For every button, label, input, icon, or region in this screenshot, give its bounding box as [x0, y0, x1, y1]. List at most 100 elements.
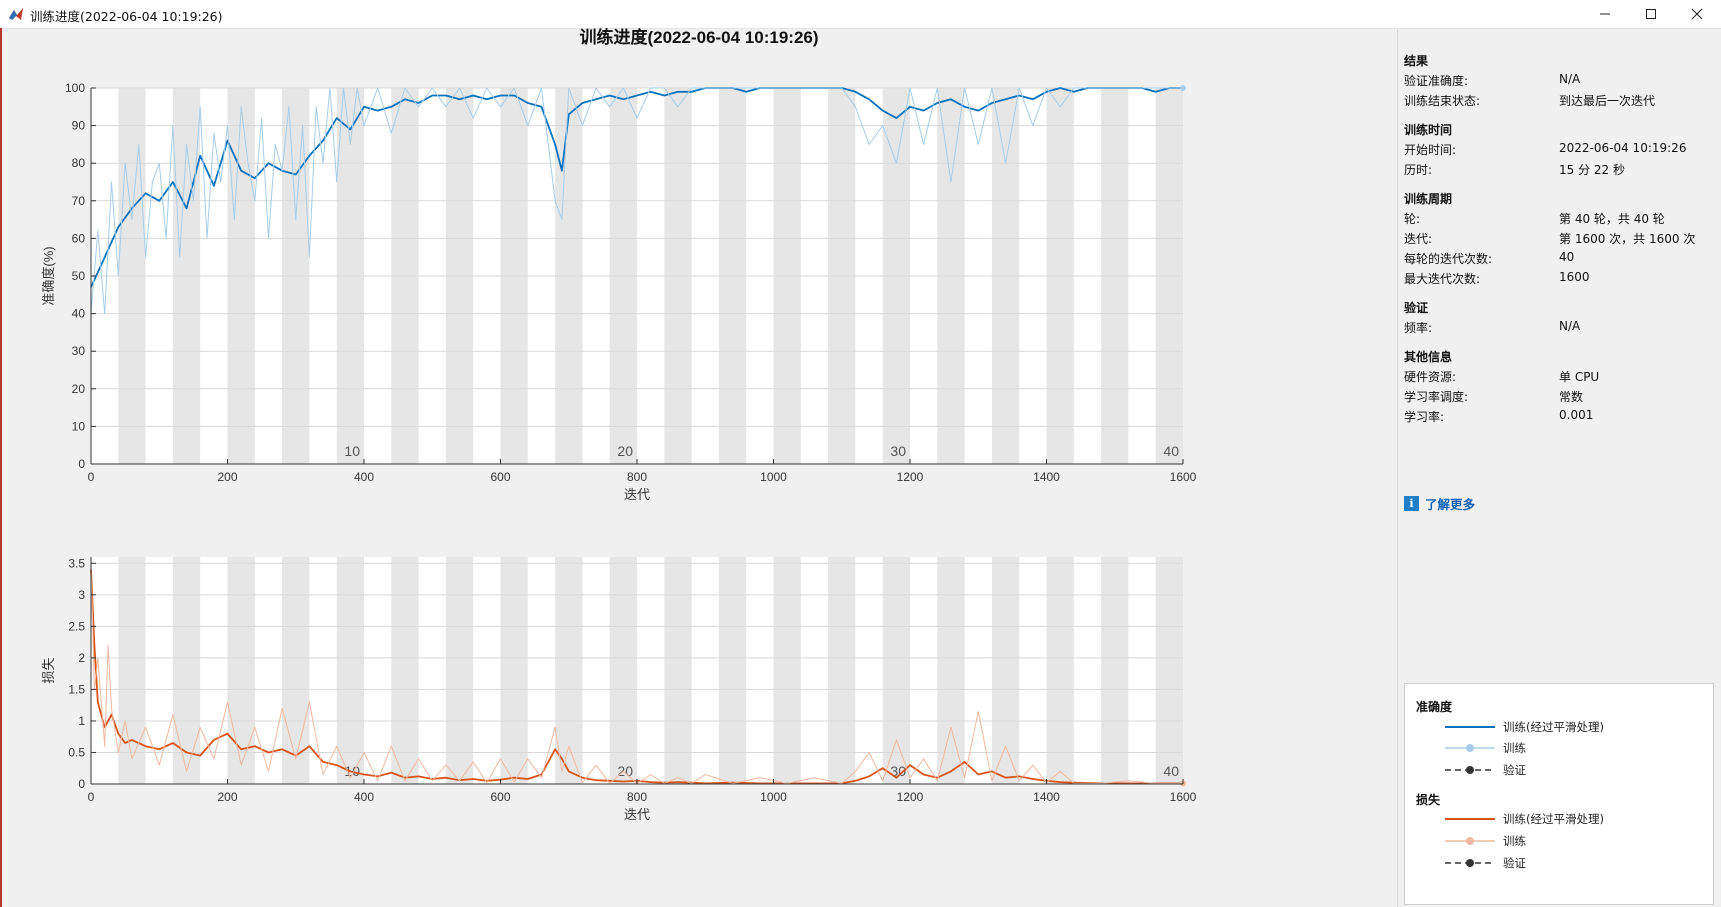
legend-accuracy-validation: 验证	[1445, 762, 1526, 778]
x-tick-label: 1000	[760, 470, 787, 484]
x-axis-label: 迭代	[624, 807, 650, 822]
end-status-label: 训练结束状态:	[1404, 94, 1481, 108]
epoch-band	[391, 557, 419, 784]
elapsed-value: 15 分 22 秒	[1559, 163, 1625, 177]
x-tick-label: 1200	[897, 470, 924, 484]
epoch-band	[828, 557, 856, 784]
lr-schedule-label: 学习率调度:	[1404, 390, 1469, 404]
x-axis-label: 迭代	[624, 487, 650, 502]
learn-more-label: 了解更多	[1425, 497, 1476, 512]
start-time-label: 开始时间:	[1404, 143, 1457, 157]
epoch-label: 轮:	[1404, 212, 1421, 226]
y-tick-label: 20	[72, 382, 86, 396]
epoch-label: 40	[1163, 443, 1179, 459]
legend-accuracy-title: 准确度	[1416, 700, 1453, 714]
legend-marker-icon	[1445, 744, 1495, 752]
y-tick-label: 100	[65, 81, 85, 95]
epoch-band	[609, 557, 637, 784]
legend-label: 验证	[1503, 763, 1526, 777]
minimize-icon	[1600, 13, 1610, 15]
x-tick-label: 1400	[1033, 470, 1060, 484]
legend-label: 训练(经过平滑处理)	[1503, 812, 1604, 826]
y-tick-label: 0.5	[68, 745, 85, 759]
epoch-band	[1155, 557, 1183, 784]
window-title: 训练进度(2022-06-04 10:19:26)	[30, 9, 223, 24]
epoch-band	[1046, 557, 1074, 784]
max-iterations-label: 最大迭代次数:	[1404, 272, 1481, 286]
legend-accuracy-smoothed: 训练(经过平滑处理)	[1445, 719, 1604, 735]
x-tick-label: 400	[354, 790, 374, 804]
training-time-title: 训练时间	[1404, 123, 1453, 137]
iterations-per-epoch-label: 每轮的迭代次数:	[1404, 252, 1493, 266]
legend-loss-smoothed: 训练(经过平滑处理)	[1445, 811, 1604, 827]
legend-line-icon	[1445, 818, 1495, 820]
epoch-band	[172, 557, 201, 784]
window-titlebar: 训练进度(2022-06-04 10:19:26)	[0, 0, 1721, 29]
epoch-band	[500, 557, 528, 784]
validation-accuracy-value: N/A	[1559, 72, 1581, 86]
frequency-label: 频率:	[1404, 321, 1433, 335]
x-tick-label: 200	[217, 790, 237, 804]
x-tick-label: 1600	[1170, 470, 1197, 484]
window-edge	[0, 28, 2, 907]
y-tick-label: 10	[72, 419, 86, 433]
legend-dashed-marker-icon	[1445, 766, 1495, 774]
y-tick-label: 40	[72, 307, 86, 321]
x-tick-label: 600	[490, 470, 510, 484]
info-icon: i	[1404, 496, 1419, 511]
epoch-band	[1101, 557, 1129, 784]
info-panel: 结果 验证准确度: N/A 训练结束状态: 到达最后一次迭代 训练时间 开始时间…	[1397, 29, 1714, 907]
epoch-band	[718, 557, 747, 784]
epoch-label: 40	[1163, 763, 1179, 779]
epoch-band	[664, 557, 692, 784]
x-tick-label: 1000	[760, 790, 787, 804]
legend: 准确度 训练(经过平滑处理) 训练 验证 损失 训练(经过平滑处理) 训练 验证	[1404, 683, 1714, 905]
x-tick-label: 800	[627, 470, 647, 484]
x-tick-label: 0	[88, 470, 95, 484]
max-iterations-value: 1600	[1559, 270, 1590, 284]
y-tick-label: 30	[72, 344, 86, 358]
minimize-button[interactable]	[1582, 0, 1628, 28]
validation-title: 验证	[1404, 301, 1429, 315]
y-axis-label: 损失	[41, 657, 56, 683]
y-tick-label: 3	[78, 588, 85, 602]
x-tick-label: 1600	[1170, 790, 1197, 804]
lr-schedule-value: 常数	[1559, 390, 1584, 404]
close-icon	[1691, 8, 1703, 20]
x-tick-label: 0	[88, 790, 95, 804]
learning-rate-value: 0.001	[1559, 408, 1594, 422]
x-tick-label: 1200	[897, 790, 924, 804]
epoch-band	[773, 557, 801, 784]
legend-label: 训练(经过平滑处理)	[1503, 720, 1604, 734]
x-tick-label: 1400	[1033, 790, 1060, 804]
legend-dashed-marker-icon	[1445, 859, 1495, 867]
series-line	[90, 569, 1183, 785]
y-tick-label: 80	[72, 156, 86, 170]
y-tick-label: 2	[78, 651, 85, 665]
legend-label: 验证	[1503, 856, 1526, 870]
y-tick-label: 2.5	[68, 619, 85, 633]
y-tick-label: 0	[78, 457, 85, 471]
other-info-title: 其他信息	[1404, 350, 1453, 364]
legend-loss-validation: 验证	[1445, 855, 1526, 871]
series-line	[90, 87, 1183, 315]
x-tick-label: 400	[354, 470, 374, 484]
y-axis-label: 准确度(%)	[41, 246, 56, 305]
start-time-value: 2022-06-04 10:19:26	[1559, 141, 1687, 155]
x-tick-label: 600	[490, 790, 510, 804]
frequency-value: N/A	[1559, 319, 1581, 333]
legend-loss-train: 训练	[1445, 833, 1526, 849]
legend-marker-icon	[1445, 837, 1495, 845]
training-cycle-title: 训练周期	[1404, 192, 1453, 206]
learn-more-link[interactable]: i 了解更多	[1404, 494, 1475, 513]
elapsed-label: 历时:	[1404, 163, 1433, 177]
x-tick-label: 200	[217, 470, 237, 484]
close-button[interactable]	[1674, 0, 1720, 28]
iteration-value: 第 1600 次，共 1600 次	[1559, 232, 1696, 246]
figure-title: 训练进度(2022-06-04 10:19:26)	[579, 28, 818, 47]
legend-label: 训练	[1503, 741, 1526, 755]
results-title: 结果	[1404, 54, 1429, 68]
maximize-button[interactable]	[1628, 0, 1674, 28]
epoch-label: 30	[890, 763, 906, 779]
